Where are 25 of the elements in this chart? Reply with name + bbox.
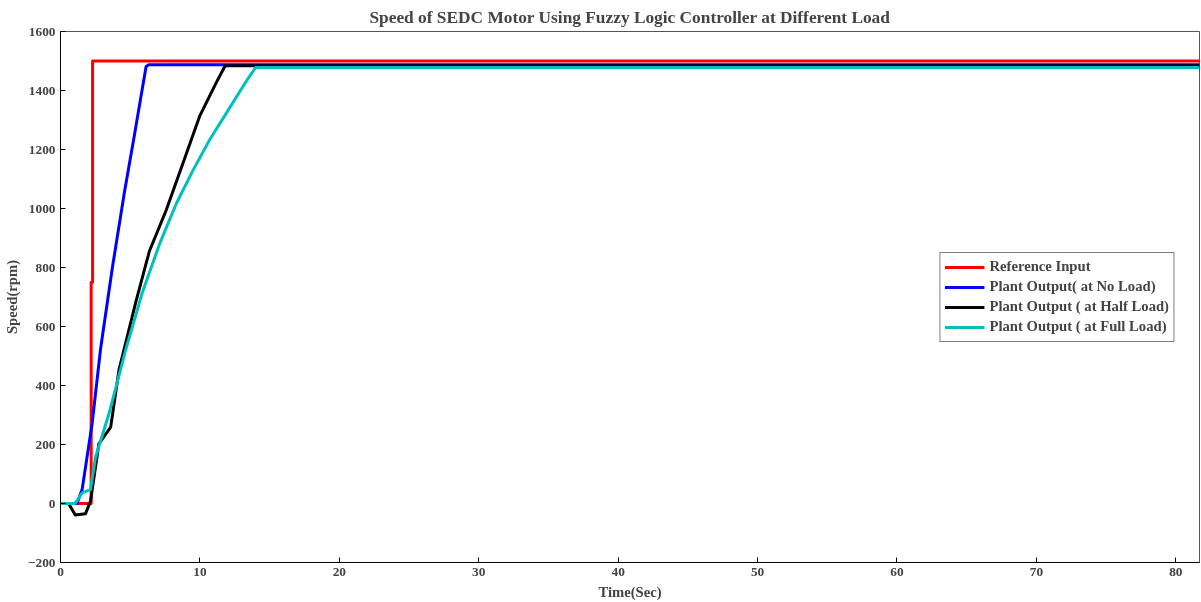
x-tick-label: 70 (1029, 563, 1044, 579)
x-axis-title: Time(Sec) (598, 583, 662, 601)
legend-label: Reference Input (989, 258, 1091, 275)
y-tick-label: 1600 (28, 23, 56, 39)
y-tick-label: 0 (48, 495, 56, 511)
x-tick-label: 20 (332, 563, 347, 579)
x-tick-label: 30 (472, 563, 486, 579)
x-tick-label: 50 (750, 563, 765, 579)
y-tick-label: 1400 (28, 82, 56, 98)
y-tick-label: 800 (35, 259, 56, 275)
x-tick-label: 60 (890, 563, 904, 579)
x-tick-label: 80 (1169, 563, 1183, 579)
y-tick-label: 400 (35, 377, 56, 393)
x-tick-label: 10 (193, 563, 207, 579)
legend-label: Plant Output ( at Full Load) (989, 318, 1167, 335)
y-tick-label: 600 (35, 318, 56, 334)
legend-label: Plant Output( at No Load) (989, 278, 1156, 295)
y-tick-label: 200 (35, 436, 56, 452)
x-tick-label: 40 (611, 563, 626, 579)
y-tick-label: 1000 (28, 200, 56, 216)
y-tick-label: −200 (27, 554, 56, 570)
y-tick-label: 1200 (28, 141, 56, 157)
chart-title: Speed of SEDC Motor Using Fuzzy Logic Controller at Different Load (369, 7, 891, 27)
legend-label: Plant Output ( at Half Load) (989, 298, 1169, 315)
y-axis-title: Speed(rpm) (3, 259, 21, 335)
